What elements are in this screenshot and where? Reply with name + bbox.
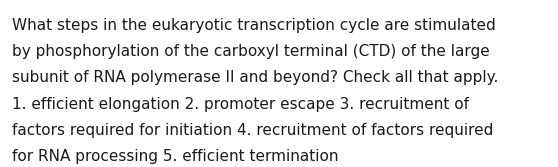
- Text: subunit of RNA polymerase II and beyond? Check all that apply.: subunit of RNA polymerase II and beyond?…: [12, 70, 499, 85]
- Text: factors required for initiation 4. recruitment of factors required: factors required for initiation 4. recru…: [12, 123, 494, 138]
- Text: for RNA processing 5. efficient termination: for RNA processing 5. efficient terminat…: [12, 149, 339, 164]
- Text: by phosphorylation of the carboxyl terminal (CTD) of the large: by phosphorylation of the carboxyl termi…: [12, 44, 490, 59]
- Text: 1. efficient elongation 2. promoter escape 3. recruitment of: 1. efficient elongation 2. promoter esca…: [12, 97, 469, 112]
- Text: What steps in the eukaryotic transcription cycle are stimulated: What steps in the eukaryotic transcripti…: [12, 18, 496, 33]
